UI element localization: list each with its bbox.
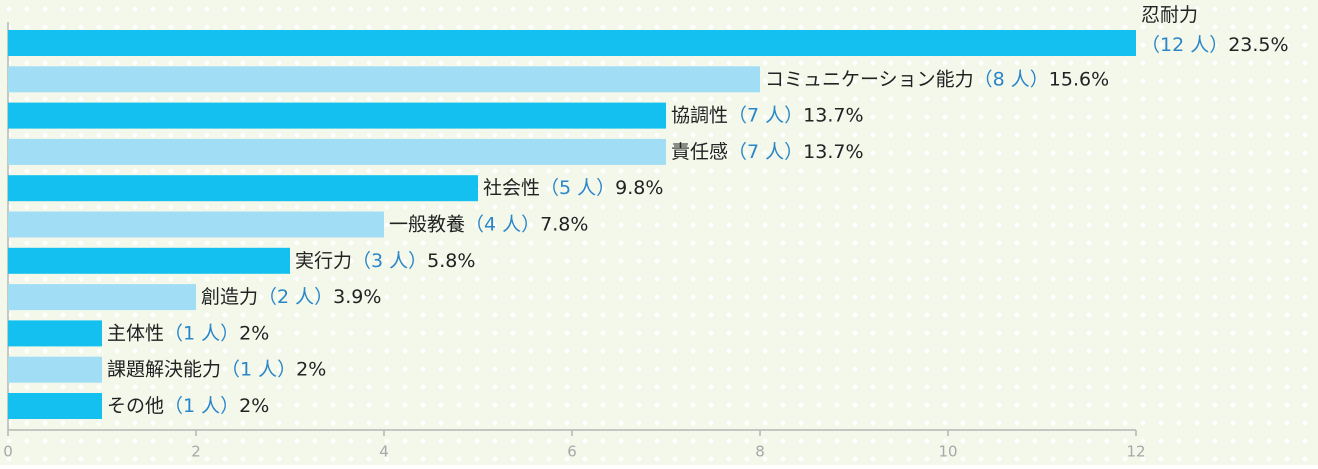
value-label: （7 人） [728, 104, 803, 126]
share-label: 23.5% [1228, 34, 1288, 56]
value-label: （12 人） [1141, 34, 1228, 56]
category-label: 責任感 [671, 140, 728, 162]
category-label: その他 [107, 395, 164, 417]
category-label: 社会性 [483, 177, 540, 199]
bar-label: 責任感（7 人）13.7% [671, 140, 864, 162]
share-label: 2% [296, 358, 326, 380]
value-label: （8 人） [974, 68, 1049, 90]
bar-label: 実行力（3 人）5.8% [295, 249, 475, 271]
bar [8, 393, 102, 419]
bar-label: 主体性（1 人）2% [107, 322, 269, 344]
share-label: 9.8% [615, 177, 663, 199]
bar [8, 66, 760, 93]
bar-label: その他（1 人）2% [107, 395, 269, 417]
value-label: （1 人） [164, 395, 239, 417]
bar-label: 社会性（5 人）9.8% [483, 177, 663, 199]
x-tick-label: 0 [3, 443, 13, 461]
value-label: （4 人） [465, 213, 540, 235]
bar [8, 284, 196, 311]
share-label: 2% [239, 395, 269, 417]
x-tick-label: 6 [567, 443, 577, 461]
value-label: （7 人） [728, 140, 803, 162]
category-label: 主体性 [107, 322, 164, 344]
x-tick-label: 2 [191, 443, 201, 461]
bar [8, 30, 1136, 56]
bar [8, 102, 666, 129]
bar-label: 創造力（2 人）3.9% [201, 286, 381, 308]
category-label: 課題解決能力 [107, 358, 221, 380]
bar [8, 320, 102, 347]
category-label: 実行力 [295, 249, 352, 271]
x-tick-label: 4 [379, 443, 389, 461]
x-tick-label: 12 [1126, 443, 1145, 461]
category-label: 忍耐力 [1141, 4, 1198, 26]
share-label: 13.7% [803, 140, 863, 162]
share-label: 7.8% [540, 213, 588, 235]
value-label: （5 人） [540, 177, 615, 199]
bar [8, 211, 384, 238]
bar-label: 課題解決能力（1 人）2% [107, 358, 326, 380]
share-label: 15.6% [1049, 68, 1109, 90]
bar [8, 138, 666, 165]
value-label: （3 人） [352, 249, 427, 271]
x-tick-label: 10 [938, 443, 957, 461]
share-label: 5.8% [427, 249, 475, 271]
category-label: 一般教養 [389, 213, 465, 235]
value-label: （2 人） [258, 286, 333, 308]
share-label: 13.7% [803, 104, 863, 126]
bar [8, 175, 478, 202]
bar [8, 247, 290, 274]
category-label: コミュニケーション能力 [765, 68, 974, 90]
x-tick-label: 8 [755, 443, 765, 461]
category-label: 創造力 [201, 286, 258, 308]
category-label: 協調性 [671, 104, 728, 126]
bar-label: 一般教養（4 人）7.8% [389, 213, 588, 235]
share-label: 2% [239, 322, 269, 344]
share-label: 3.9% [333, 286, 381, 308]
bar-label: コミュニケーション能力（8 人）15.6% [765, 68, 1109, 90]
bar-label: 協調性（7 人）13.7% [671, 104, 864, 126]
bar [8, 356, 102, 383]
value-label: （1 人） [164, 322, 239, 344]
bar-label: 忍耐力 （12 人）23.5% [1141, 4, 1289, 56]
value-label: （1 人） [221, 358, 296, 380]
